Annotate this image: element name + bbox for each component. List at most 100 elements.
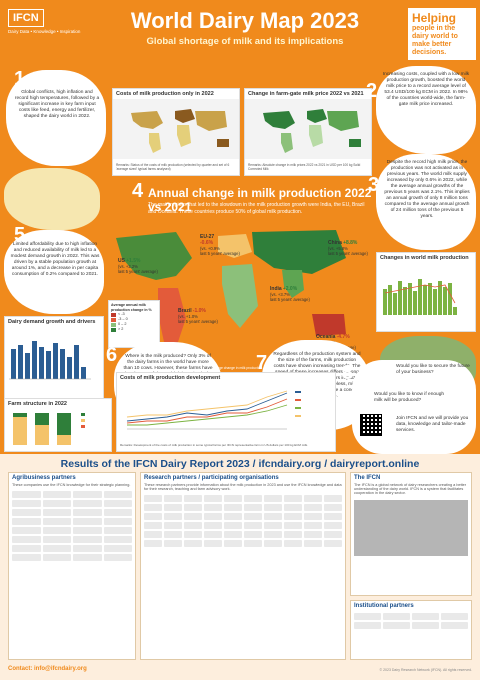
section-5-number: 5 <box>14 224 26 246</box>
costs-2022-remark: Remarks: Status of the costs of milk pro… <box>116 163 230 171</box>
partner-logo[interactable] <box>42 491 71 498</box>
institution-logo[interactable] <box>354 613 381 620</box>
section-5-blob <box>4 230 104 314</box>
partner-logo[interactable] <box>103 500 132 507</box>
partner-logo[interactable] <box>42 536 71 543</box>
researcher-photo <box>244 522 262 529</box>
partner-logo[interactable] <box>12 554 41 561</box>
researcher-photo <box>144 513 162 520</box>
india-v1: +2.0% <box>282 286 298 292</box>
institution-logo[interactable] <box>441 613 468 620</box>
researcher-photo <box>184 513 202 520</box>
china-name: China <box>328 240 342 246</box>
institution-logo[interactable] <box>412 613 439 620</box>
researcher-photo <box>264 504 282 511</box>
institution-logo[interactable] <box>354 622 381 629</box>
institution-logo[interactable] <box>383 613 410 620</box>
researcher-photo <box>324 540 342 547</box>
ifcn-info: The IFCN The IFCN is a global network of… <box>350 472 472 596</box>
researcher-photo <box>244 513 262 520</box>
world-production-change-chart <box>383 279 457 315</box>
dairy-demand-chart <box>9 341 91 380</box>
research-subtitle: These research partners provide informat… <box>144 483 342 491</box>
research-logo-grid <box>141 493 345 549</box>
agribusiness-logo-grid <box>9 489 135 563</box>
partner-logo[interactable] <box>103 554 132 561</box>
dairy-demand-title: Dairy demand growth and drivers <box>8 319 96 325</box>
partner-logo[interactable] <box>73 545 102 552</box>
map-label-china: China +8.8% (vs. +5.8% last 5 years' ave… <box>328 240 368 257</box>
researcher-photo <box>204 522 222 529</box>
researcher-photo <box>304 531 322 538</box>
researcher-photo <box>224 540 242 547</box>
logo-tagline: Dairy Data • Knowledge • Inspiration <box>8 29 81 34</box>
map-label-brazil: Brazil -1.0% (vs. +1.0% last 5 years' av… <box>178 308 218 325</box>
researcher-photo <box>284 540 302 547</box>
partner-logo[interactable] <box>12 491 41 498</box>
partner-logo[interactable] <box>12 527 41 534</box>
partner-logo[interactable] <box>73 491 102 498</box>
partner-logo[interactable] <box>103 518 132 525</box>
partner-logo[interactable] <box>42 545 71 552</box>
agribusiness-partners: Agribusiness partners These companies us… <box>8 472 136 660</box>
brazil-v1: -1.0% <box>192 308 206 314</box>
researcher-photo <box>224 513 242 520</box>
farm-structure-title: Farm structure in 2022 <box>8 401 67 407</box>
partner-logo[interactable] <box>103 509 132 516</box>
partner-logo[interactable] <box>42 527 71 534</box>
page-subtitle: Global shortage of milk and its implicat… <box>146 36 344 47</box>
farm-structure-chart <box>13 413 85 445</box>
researcher-photo <box>204 540 222 547</box>
partner-logo[interactable] <box>12 536 41 543</box>
institution-logo[interactable] <box>441 622 468 629</box>
institutional-logo-grid <box>351 611 471 631</box>
china-v1: +8.8% <box>343 240 358 246</box>
legend-item-2: -3 – 0 <box>111 317 157 322</box>
researcher-photo <box>284 513 302 520</box>
ifcn-logo[interactable]: IFCN Dairy Data • Knowledge • Inspiratio… <box>8 8 81 52</box>
researcher-photo <box>324 504 342 511</box>
partner-logo[interactable] <box>73 554 102 561</box>
partner-logo[interactable] <box>12 545 41 552</box>
partner-logo[interactable] <box>42 518 71 525</box>
partner-logo[interactable] <box>12 500 41 507</box>
researcher-photo <box>304 504 322 511</box>
partner-logo[interactable] <box>73 518 102 525</box>
world-production-change-panel: Changes in world milk production <box>376 252 476 332</box>
researcher-photo <box>204 495 222 502</box>
partner-logo[interactable] <box>73 509 102 516</box>
costs-2022-panel: Costs of milk production only in 2022 Re… <box>112 88 240 176</box>
contact-link[interactable]: Contact: info@ifcndairy.org <box>8 666 87 672</box>
qr-code-icon[interactable] <box>360 414 382 436</box>
researcher-photo <box>204 504 222 511</box>
researcher-photo <box>324 495 342 502</box>
partner-logo[interactable] <box>12 518 41 525</box>
researcher-photo <box>164 513 182 520</box>
researcher-photo <box>224 504 242 511</box>
research-title: Research partners / participating organi… <box>144 475 279 481</box>
results-title[interactable]: Results of the IFCN Dairy Report 2023 / … <box>60 458 420 470</box>
partner-logo[interactable] <box>103 545 132 552</box>
cost-development-chart <box>126 390 301 430</box>
partner-logo[interactable] <box>103 527 132 534</box>
logo-mark: IFCN <box>8 9 44 27</box>
partner-logo[interactable] <box>73 500 102 507</box>
institution-logo[interactable] <box>383 622 410 629</box>
partner-logo[interactable] <box>73 536 102 543</box>
institution-logo[interactable] <box>412 622 439 629</box>
partner-logo[interactable] <box>42 500 71 507</box>
price-change-panel: Change in farm-gate milk price 2022 vs 2… <box>244 88 372 176</box>
section-3-text: Despite the record high milk price, the … <box>384 160 470 219</box>
partner-logo[interactable] <box>103 536 132 543</box>
eu-v3: last 5 years' average) <box>200 251 240 256</box>
researcher-photo <box>184 540 202 547</box>
helping-title: Helping <box>412 11 456 25</box>
us-name: US <box>118 258 125 264</box>
section-7-number: 7 <box>256 352 268 374</box>
partner-logo[interactable] <box>73 527 102 534</box>
partner-logo[interactable] <box>103 491 132 498</box>
partner-logo[interactable] <box>42 554 71 561</box>
partner-logo[interactable] <box>12 509 41 516</box>
partner-logo[interactable] <box>42 509 71 516</box>
section-5-text: Limited affordability due to high inflat… <box>10 242 100 277</box>
